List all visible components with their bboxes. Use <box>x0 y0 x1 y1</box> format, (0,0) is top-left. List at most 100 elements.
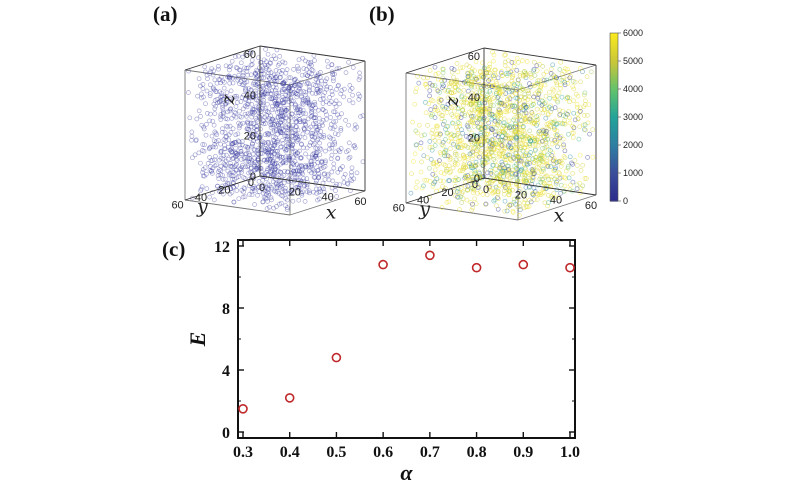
data-point <box>461 79 467 85</box>
colorbar-tick-label: 1000 <box>623 168 643 178</box>
data-point <box>480 142 486 148</box>
colorbar-segment <box>610 131 618 135</box>
data-point <box>279 71 284 76</box>
data-point <box>549 153 555 158</box>
data-point <box>312 99 317 105</box>
data-point <box>419 159 424 165</box>
data-point <box>307 87 312 93</box>
data-point <box>475 84 481 90</box>
data-point <box>272 143 278 148</box>
data-point <box>441 161 447 167</box>
data-point <box>354 170 360 176</box>
data-point <box>442 87 448 93</box>
data-point <box>265 181 271 187</box>
data-point <box>242 52 248 57</box>
data-point <box>226 172 232 178</box>
data-point <box>248 110 253 116</box>
data-point <box>585 155 590 160</box>
data-point <box>320 118 326 123</box>
data-point <box>320 93 326 99</box>
x-axis-label: x <box>554 204 565 226</box>
data-point <box>269 163 274 169</box>
data-point <box>265 185 271 191</box>
data-point <box>567 120 573 126</box>
data-point <box>232 94 238 99</box>
data-point <box>443 105 449 110</box>
data-point <box>413 89 418 95</box>
data-point <box>296 57 302 63</box>
data-point <box>273 100 279 106</box>
data-point <box>294 132 299 137</box>
data-point <box>358 114 363 119</box>
data-point <box>241 189 246 195</box>
y-tick-label: 40 <box>417 195 429 207</box>
data-point <box>435 108 440 114</box>
data-point <box>249 102 255 107</box>
data-point <box>544 184 549 189</box>
data-point <box>328 85 333 90</box>
data-point <box>457 121 462 126</box>
data-point <box>337 166 343 171</box>
data-point <box>332 139 337 145</box>
data-point <box>580 183 586 189</box>
data-point <box>427 139 433 144</box>
data-point <box>440 143 446 149</box>
data-point <box>205 161 211 166</box>
data-point <box>352 122 358 128</box>
data-point <box>260 199 266 205</box>
data-point <box>250 92 256 98</box>
data-point <box>266 115 272 121</box>
data-point <box>279 192 284 198</box>
data-point <box>544 77 550 83</box>
data-point <box>285 205 290 210</box>
data-point <box>220 78 226 84</box>
data-point <box>210 165 216 171</box>
data-point <box>432 138 438 143</box>
data-point <box>225 168 231 174</box>
data-point <box>478 189 483 195</box>
data-point <box>487 151 492 157</box>
data-point <box>550 157 556 163</box>
data-point <box>469 84 474 90</box>
data-point <box>263 59 269 64</box>
data-point <box>227 80 233 86</box>
colorbar-segment <box>610 142 618 146</box>
data-point <box>282 105 287 111</box>
data-point <box>514 67 520 73</box>
data-point <box>262 157 268 163</box>
data-point <box>513 154 519 160</box>
data-point <box>444 200 450 205</box>
data-point <box>313 153 319 159</box>
data-point <box>273 180 279 186</box>
data-point <box>265 189 270 195</box>
data-point <box>275 120 281 126</box>
data-point <box>246 133 252 139</box>
data-point <box>246 177 252 183</box>
data-point <box>274 90 279 96</box>
data-point <box>471 124 477 129</box>
data-point <box>290 139 296 144</box>
data-point <box>268 91 273 97</box>
data-point <box>248 159 253 165</box>
data-point <box>292 171 297 177</box>
data-point <box>207 93 213 99</box>
data-point <box>501 188 507 194</box>
colorbar-segment <box>610 139 618 143</box>
data-point <box>290 133 296 139</box>
data-point <box>502 82 508 88</box>
data-point <box>267 157 273 162</box>
data-point <box>532 121 537 126</box>
data-point <box>270 130 275 136</box>
data-point <box>330 72 336 77</box>
data-point <box>297 106 303 112</box>
data-point <box>288 75 293 81</box>
data-point <box>267 204 272 210</box>
data-point <box>314 150 320 156</box>
data-point <box>278 130 284 135</box>
data-point <box>469 117 475 122</box>
data-point <box>319 159 325 165</box>
data-point <box>294 63 300 69</box>
data-point <box>350 100 356 106</box>
data-point <box>233 163 239 168</box>
data-point <box>566 175 572 181</box>
